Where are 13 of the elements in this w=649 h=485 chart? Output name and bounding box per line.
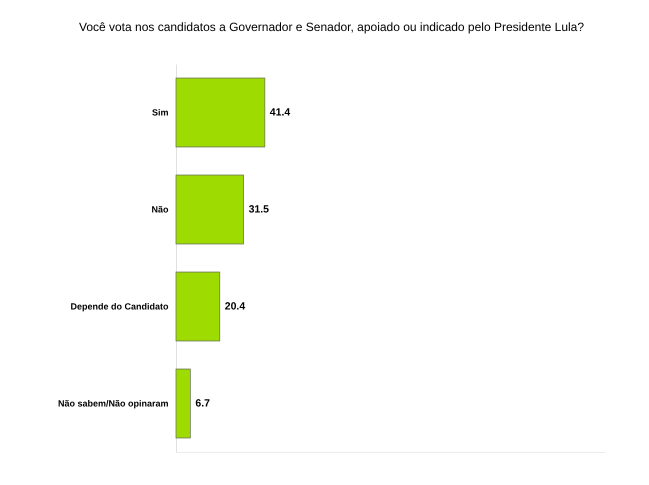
bar xyxy=(176,174,244,244)
y-tick-label: Não sabem/Não opinaram xyxy=(58,398,168,408)
data-label: 41.4 xyxy=(270,106,290,118)
data-label: 20.4 xyxy=(224,300,246,312)
y-tick-label: Não xyxy=(151,204,169,214)
chart-title: Você vota nos candidatos a Governador e Senador, apoiado ou indicado pelo Presidente Lula? xyxy=(78,20,584,34)
data-label: 6.7 xyxy=(195,398,210,410)
bar xyxy=(176,272,220,342)
bar xyxy=(176,78,266,148)
bar xyxy=(176,368,191,438)
y-tick-label: Sim xyxy=(152,108,168,118)
y-tick-label: Depende do Candidato xyxy=(70,302,169,312)
data-label: 31.5 xyxy=(248,204,270,216)
